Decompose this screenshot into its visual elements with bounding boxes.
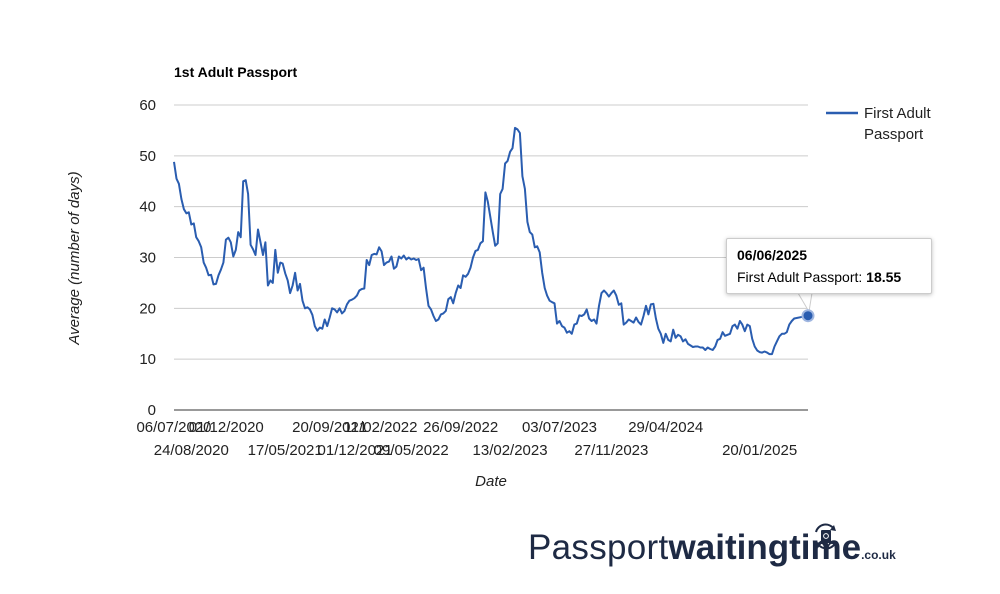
- brand-logo-tld: .co.uk: [861, 548, 896, 562]
- y-tick-label: 20: [139, 300, 156, 317]
- x-tick-label: 13/02/2023: [473, 442, 548, 459]
- chart-title: 1st Adult Passport: [174, 64, 298, 80]
- y-tick-label: 50: [139, 148, 156, 165]
- passport-refresh-icon: [815, 523, 837, 550]
- tooltip-label: First Adult Passport:: [737, 269, 863, 285]
- x-tick-label: 29/04/2024: [628, 419, 703, 436]
- x-tick-label: 20/01/2025: [722, 442, 797, 459]
- data-tooltip: 06/06/2025 First Adult Passport: 18.55: [726, 238, 932, 294]
- x-tick-label: 01/12/2021: [318, 442, 393, 459]
- y-tick-label: 30: [139, 250, 156, 267]
- highlight-point: [801, 309, 815, 323]
- y-tick-label: 0: [148, 402, 156, 419]
- x-axis-title: Date: [475, 473, 507, 490]
- brand-logo-part-light: Passport: [528, 528, 669, 567]
- x-tick-label: 24/08/2020: [154, 442, 229, 459]
- tooltip-date: 06/06/2025: [737, 247, 808, 263]
- tooltip-value: 18.55: [866, 269, 902, 285]
- series-line: [173, 126, 809, 356]
- y-tick-label: 60: [139, 97, 156, 114]
- x-tick-label: 20/09/2021: [292, 419, 367, 436]
- y-tick-label: 40: [139, 199, 156, 216]
- x-tick-label: 26/09/2022: [423, 419, 498, 436]
- x-tick-label: 11/02/2022: [344, 419, 418, 436]
- x-tick-label: 01/12/2020: [189, 419, 264, 436]
- legend-label: First Adult Passport: [864, 105, 932, 143]
- brand-logo: Passportwaitingtime.co.uk: [528, 528, 896, 576]
- x-tick-label: 09/05/2022: [374, 442, 449, 459]
- x-tick-label: 06/07/2020: [136, 419, 211, 436]
- x-tick-label: 17/05/2021: [248, 442, 323, 459]
- x-tick-label: 03/07/2023: [522, 419, 597, 436]
- y-axis-title: Average (number of days): [66, 171, 83, 345]
- tooltip-pointer: [797, 292, 813, 314]
- y-tick-label: 10: [139, 351, 156, 368]
- x-tick-label: 27/11/2023: [574, 442, 648, 459]
